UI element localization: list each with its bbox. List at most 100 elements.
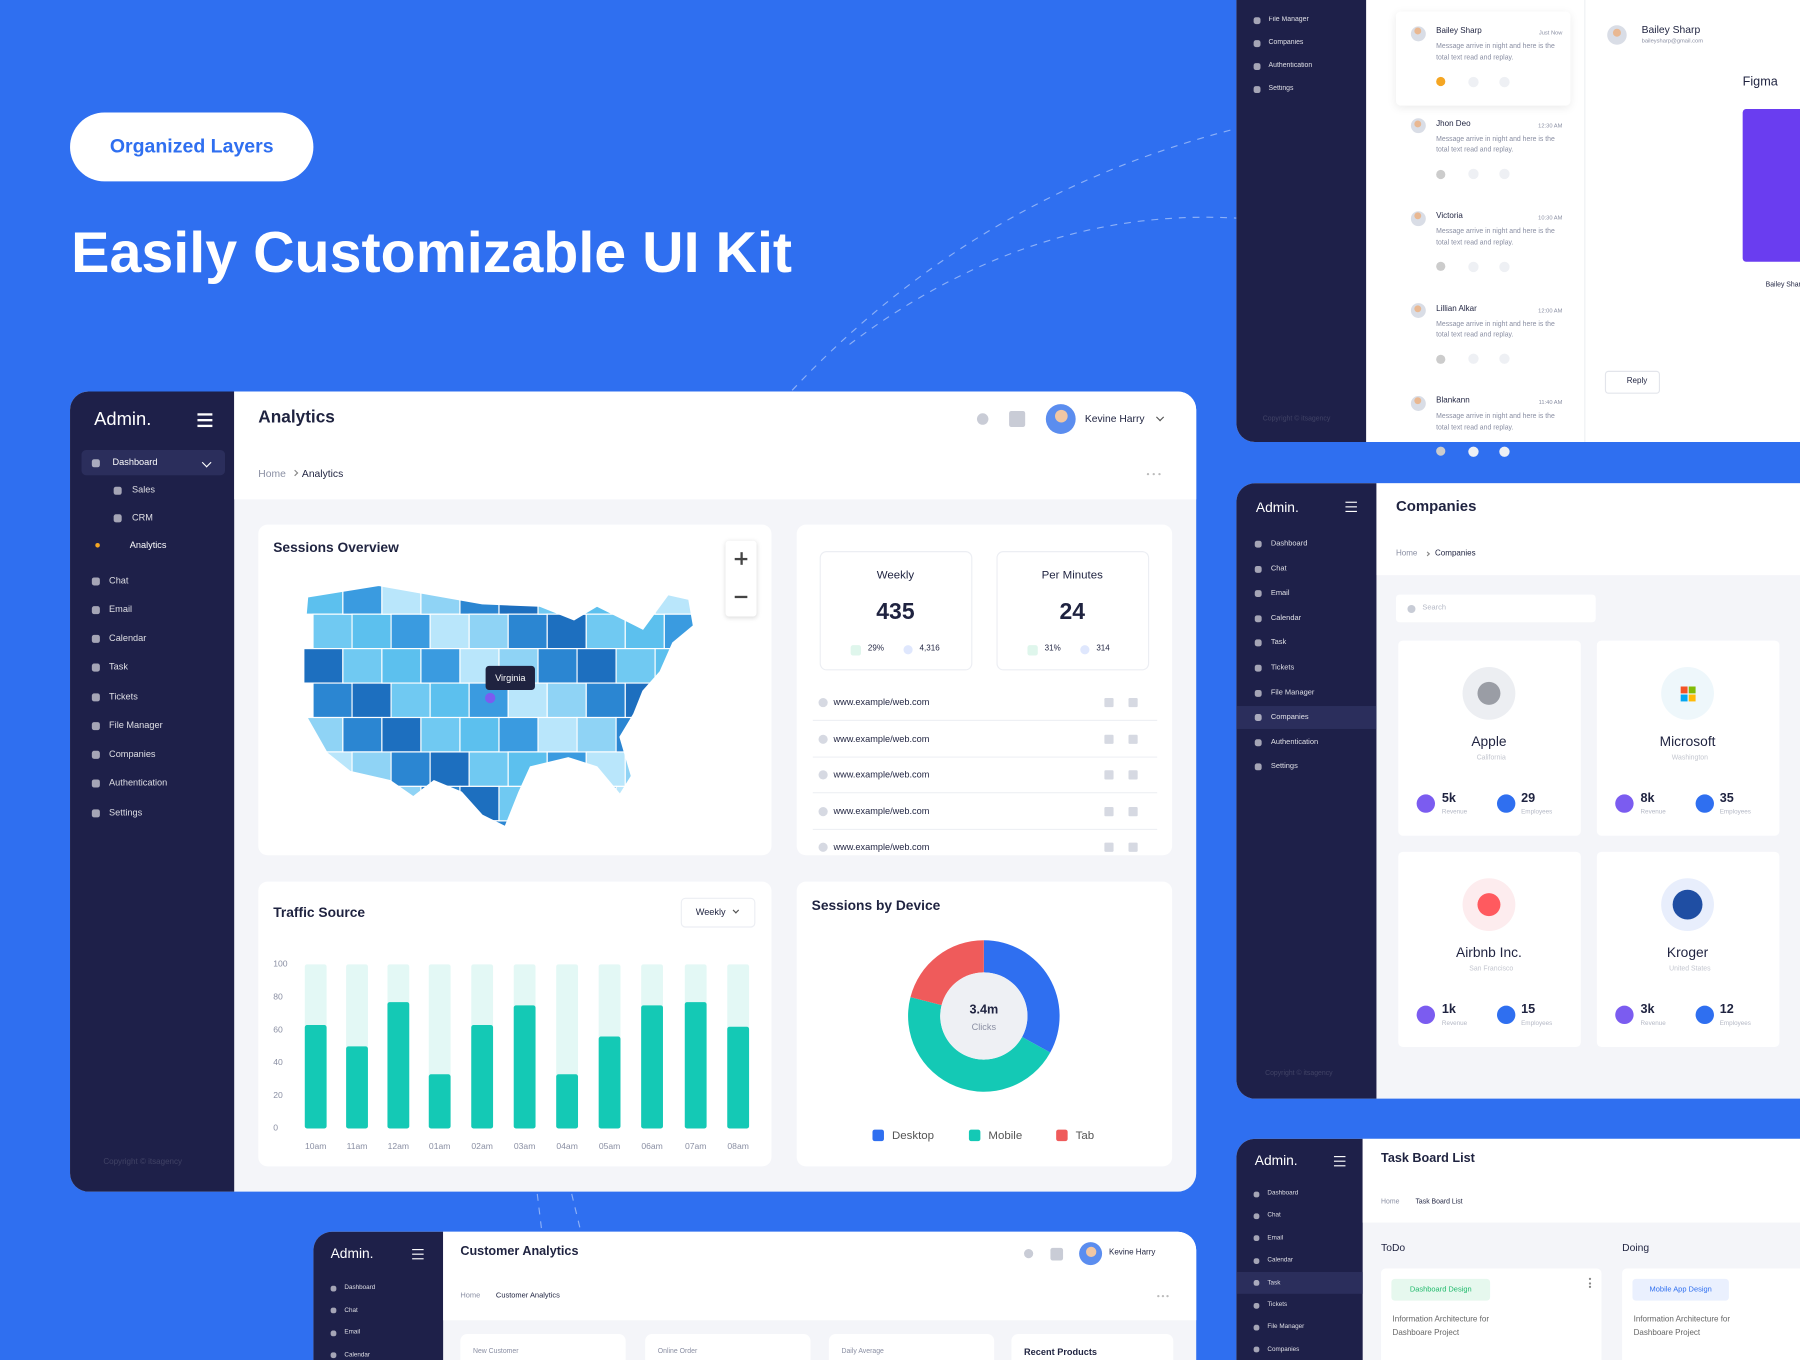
menu-item[interactable]: Companies [1267, 1346, 1300, 1353]
menu-item[interactable]: Settings [109, 807, 143, 818]
dashed-curve [536, 1193, 543, 1232]
preview: Message arrive in night and here is the … [1436, 320, 1555, 339]
menu-item[interactable]: File Manager [109, 720, 163, 731]
icon [903, 645, 913, 655]
sidebar [1236, 0, 1367, 442]
card [1011, 1333, 1174, 1360]
menu-item[interactable]: Settings [1270, 762, 1298, 771]
menu-item[interactable]: Chat [344, 1306, 358, 1314]
copyright: Copyright © itsagency [1265, 1070, 1333, 1078]
link[interactable]: www.example/web.com [833, 697, 930, 708]
user-name[interactable]: Kevine Harry [1108, 1248, 1156, 1257]
dropdown-label[interactable]: Weekly [695, 907, 726, 918]
link[interactable]: www.example/web.com [833, 733, 930, 744]
link[interactable]: www.example/web.com [833, 769, 930, 780]
menu-item[interactable]: File Manager [1270, 688, 1315, 697]
plus [740, 552, 743, 565]
menu-item[interactable]: Chat [109, 575, 129, 586]
icon [1436, 446, 1446, 456]
menu-item[interactable]: Dashboard [344, 1284, 376, 1292]
menu-item[interactable]: Dashboard [112, 457, 158, 468]
icon [1416, 794, 1435, 813]
menu-item[interactable]: Chat [1270, 564, 1287, 573]
badge [70, 112, 314, 182]
icon [1253, 1257, 1259, 1264]
menu-item[interactable]: Companies [109, 748, 156, 760]
contact-email: baileysharp@gmail.com [1641, 37, 1703, 45]
menu-item[interactable]: Dashboard [1270, 539, 1308, 548]
card [258, 524, 772, 856]
menu-item[interactable]: Calendar [344, 1351, 371, 1359]
reply-label[interactable]: Reply [1626, 377, 1648, 386]
company-name: Airbnb Inc. [1456, 944, 1522, 961]
menu-item[interactable]: Tickets [1267, 1301, 1288, 1309]
breadcrumb[interactable]: Home [1395, 549, 1418, 558]
menu-item[interactable]: Task [109, 661, 128, 672]
divider [1584, 0, 1586, 442]
breadcrumb[interactable]: Home [258, 467, 286, 480]
menu-item[interactable]: Tickets [109, 691, 138, 702]
sender[interactable]: Lillian Alkar [1436, 304, 1477, 313]
link[interactable]: www.example/web.com [833, 841, 930, 853]
stat-label: Employees [1719, 808, 1751, 816]
sender[interactable]: Bailey Sharp [1436, 27, 1482, 36]
menu-item[interactable]: Task [1267, 1279, 1281, 1287]
sender[interactable]: Blankann [1436, 396, 1470, 406]
menu-item[interactable]: Email [109, 604, 133, 615]
menu-item[interactable]: Email [1270, 589, 1290, 598]
menu-item[interactable]: Calendar [109, 632, 147, 644]
menu-item[interactable]: Sales [132, 484, 155, 496]
menu-item[interactable]: Tickets [1270, 663, 1295, 672]
icon [1414, 27, 1422, 35]
menu-item[interactable]: Dashboard [1267, 1190, 1299, 1198]
breadcrumb: Analytics [301, 467, 344, 480]
icon [1615, 1005, 1634, 1025]
icon [1498, 445, 1510, 457]
sender[interactable]: Jhon Deo [1436, 119, 1471, 128]
icon [330, 1285, 336, 1291]
menu-item[interactable]: File Manager [1268, 16, 1309, 24]
menu-item[interactable]: Analytics [129, 539, 167, 551]
icon [1254, 763, 1262, 771]
menu-item[interactable]: Task [1270, 638, 1287, 647]
icon [1588, 1285, 1592, 1289]
menu-item[interactable]: Calendar [1267, 1256, 1294, 1264]
icon [1152, 472, 1156, 476]
breadcrumb[interactable]: Home [1381, 1198, 1400, 1206]
reply-button[interactable] [1604, 370, 1661, 394]
menu-item[interactable]: Calendar [1270, 614, 1302, 623]
search-placeholder[interactable]: Search [1422, 603, 1447, 613]
menu-item[interactable]: Settings [1268, 85, 1294, 93]
menu-toggle [1333, 1160, 1346, 1163]
icon [1496, 1005, 1516, 1025]
menu-item[interactable]: Companies [1268, 39, 1304, 47]
menu-item[interactable]: Authentication [1270, 738, 1319, 747]
dropdown[interactable] [680, 897, 756, 928]
card-title: Traffic Source [273, 904, 366, 921]
menu-item[interactable]: Email [344, 1329, 361, 1337]
menu-item[interactable]: Email [1267, 1234, 1284, 1242]
menu-item[interactable]: CRM [132, 512, 153, 523]
menu-item[interactable]: Chat [1267, 1212, 1281, 1220]
menu-toggle [1345, 506, 1357, 508]
stat-label: Weekly [876, 569, 915, 583]
menu-item[interactable]: File Manager [1267, 1323, 1305, 1331]
icon [1467, 353, 1479, 364]
stat-label: Revenue [1441, 808, 1468, 816]
menu-item[interactable]: Authentication [1268, 62, 1313, 70]
breadcrumb[interactable]: Home [460, 1291, 481, 1300]
icon [1158, 472, 1161, 476]
sender[interactable]: Victoria [1436, 212, 1463, 221]
link[interactable]: www.example/web.com [833, 805, 930, 816]
icon [1253, 1346, 1259, 1353]
search-box[interactable] [1395, 594, 1596, 623]
menu-item[interactable]: Authentication [109, 777, 168, 788]
icon [1104, 697, 1114, 708]
menu-item[interactable]: Companies [1270, 713, 1309, 722]
icon [1253, 63, 1261, 71]
revenue: 5k [1441, 791, 1456, 806]
user-name[interactable]: Kevine Harry [1084, 412, 1145, 425]
